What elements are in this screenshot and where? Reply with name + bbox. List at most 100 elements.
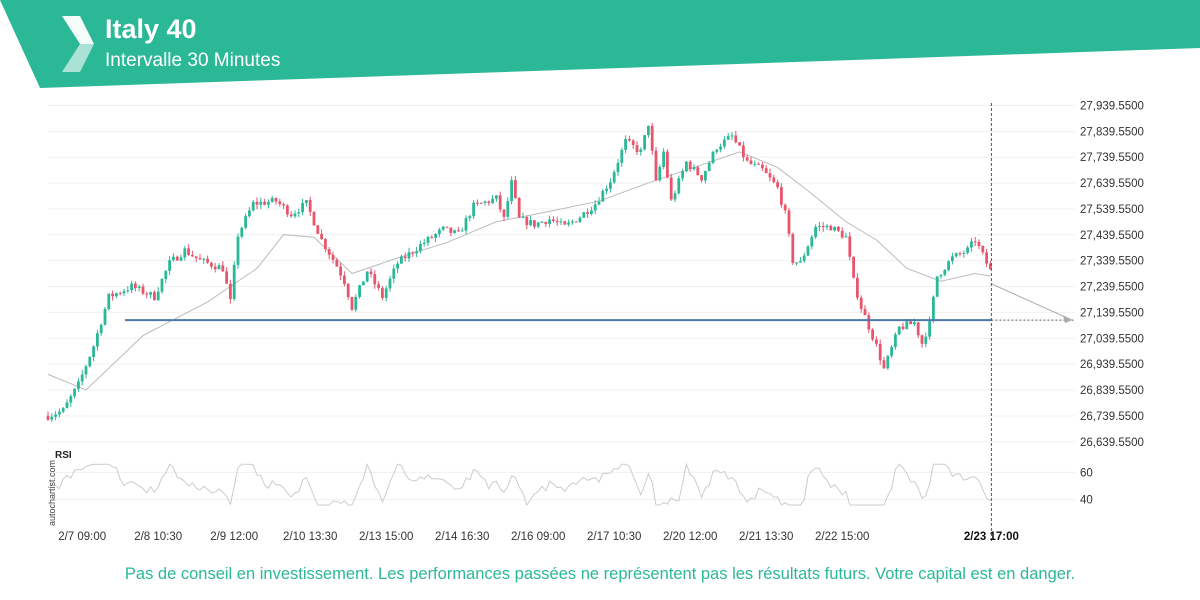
candle-body xyxy=(107,293,111,310)
candle-body xyxy=(122,291,126,294)
candle-body xyxy=(464,218,468,231)
candle-body xyxy=(776,182,779,188)
candle-body xyxy=(381,287,384,298)
candle-body xyxy=(172,256,175,261)
candle-body xyxy=(407,252,411,259)
candle-body xyxy=(145,293,149,295)
candle-body xyxy=(58,411,61,415)
candle-body xyxy=(449,227,453,233)
candle-body xyxy=(183,248,187,258)
header-banner xyxy=(0,0,1200,88)
x-tick-label: 2/14 16:30 xyxy=(435,531,489,543)
candle-body xyxy=(164,270,168,279)
candle-body xyxy=(628,139,631,141)
candle-body xyxy=(696,167,700,176)
candle-body xyxy=(586,212,589,214)
y-tick-label: 26,639.5500 xyxy=(1080,437,1144,449)
candle-body xyxy=(726,136,730,140)
candle-body xyxy=(472,202,475,217)
candle-body xyxy=(286,205,289,215)
candle-body xyxy=(153,292,156,301)
candle-body xyxy=(491,198,494,203)
candle-body xyxy=(954,253,958,257)
chart-subtitle: Intervalle 30 Minutes xyxy=(105,50,281,71)
y-axis: 27,939.5500 27,839.5500 27,739.5500 27,639.… xyxy=(1080,100,1144,448)
candle-body xyxy=(814,226,817,238)
candle-body xyxy=(88,356,92,367)
candle-body xyxy=(894,334,897,347)
y-tick-label: 27,939.5500 xyxy=(1080,100,1144,112)
candle-body xyxy=(639,149,643,152)
candle-body xyxy=(745,157,749,161)
candle-body xyxy=(354,296,358,310)
candle-body xyxy=(438,229,441,235)
candle-body xyxy=(327,249,331,255)
x-tick-label: 2/8 10:30 xyxy=(134,531,182,543)
candle-body xyxy=(593,204,597,211)
candle-body xyxy=(187,248,190,255)
candle-body xyxy=(160,278,164,292)
candle-body xyxy=(134,283,137,289)
candle-body xyxy=(700,175,703,181)
candle-body xyxy=(825,225,829,228)
candle-body xyxy=(856,277,859,298)
candle-body xyxy=(597,201,601,205)
y-tick-label: 27,139.5500 xyxy=(1080,307,1144,319)
x-tick-label: 2/21 13:30 xyxy=(739,531,793,543)
candle-body xyxy=(578,217,582,223)
candle-body xyxy=(343,275,346,284)
candle-body xyxy=(514,180,517,198)
candle-body xyxy=(415,251,418,254)
candle-body xyxy=(263,201,266,205)
candle-body xyxy=(69,396,73,403)
candle-body xyxy=(688,161,692,170)
candle-body xyxy=(525,216,529,226)
candle-body xyxy=(278,201,282,205)
candle-body xyxy=(715,149,719,152)
candle-body xyxy=(61,408,65,412)
candle-body xyxy=(863,308,867,316)
candle-body xyxy=(77,381,80,389)
candle-body xyxy=(723,139,726,147)
candle-body xyxy=(844,236,848,238)
candle-body xyxy=(430,236,434,238)
candle-body xyxy=(301,203,304,213)
candle-body xyxy=(673,193,677,200)
candle-body xyxy=(392,268,396,279)
candle-body xyxy=(650,125,654,151)
candle-body xyxy=(65,402,69,409)
candle-body xyxy=(802,255,806,261)
candle-body xyxy=(962,252,966,254)
y-tick-label: 26,839.5500 xyxy=(1080,385,1144,397)
candle-body xyxy=(46,415,50,420)
candle-body xyxy=(620,149,624,163)
candle-body xyxy=(958,253,962,255)
rsi-panel: RSI 60 40 xyxy=(47,450,1093,507)
x-tick-label: 2/13 15:00 xyxy=(359,531,413,543)
candle-body xyxy=(221,265,225,272)
candle-body xyxy=(419,243,422,252)
candle-body xyxy=(118,293,122,295)
candle-body xyxy=(559,221,563,223)
candle-body xyxy=(179,257,183,261)
candle-body xyxy=(749,160,753,164)
candle-body xyxy=(255,201,259,205)
candle-body xyxy=(103,309,107,325)
candle-body xyxy=(498,195,502,210)
candle-body xyxy=(780,187,783,205)
candle-body xyxy=(445,226,449,228)
candle-body xyxy=(194,256,198,259)
candle-body xyxy=(742,145,745,158)
candle-body xyxy=(282,204,285,206)
candle-body xyxy=(369,271,373,275)
candle-body xyxy=(137,286,141,289)
candle-body xyxy=(274,198,278,202)
candle-body xyxy=(548,219,551,225)
candle-body xyxy=(658,166,662,181)
candle-body xyxy=(331,254,335,260)
candle-body xyxy=(932,296,935,320)
candle-body xyxy=(635,145,639,152)
x-tick-label: 2/9 12:00 xyxy=(210,531,258,543)
candle-body xyxy=(563,221,567,225)
candle-body xyxy=(50,416,54,420)
